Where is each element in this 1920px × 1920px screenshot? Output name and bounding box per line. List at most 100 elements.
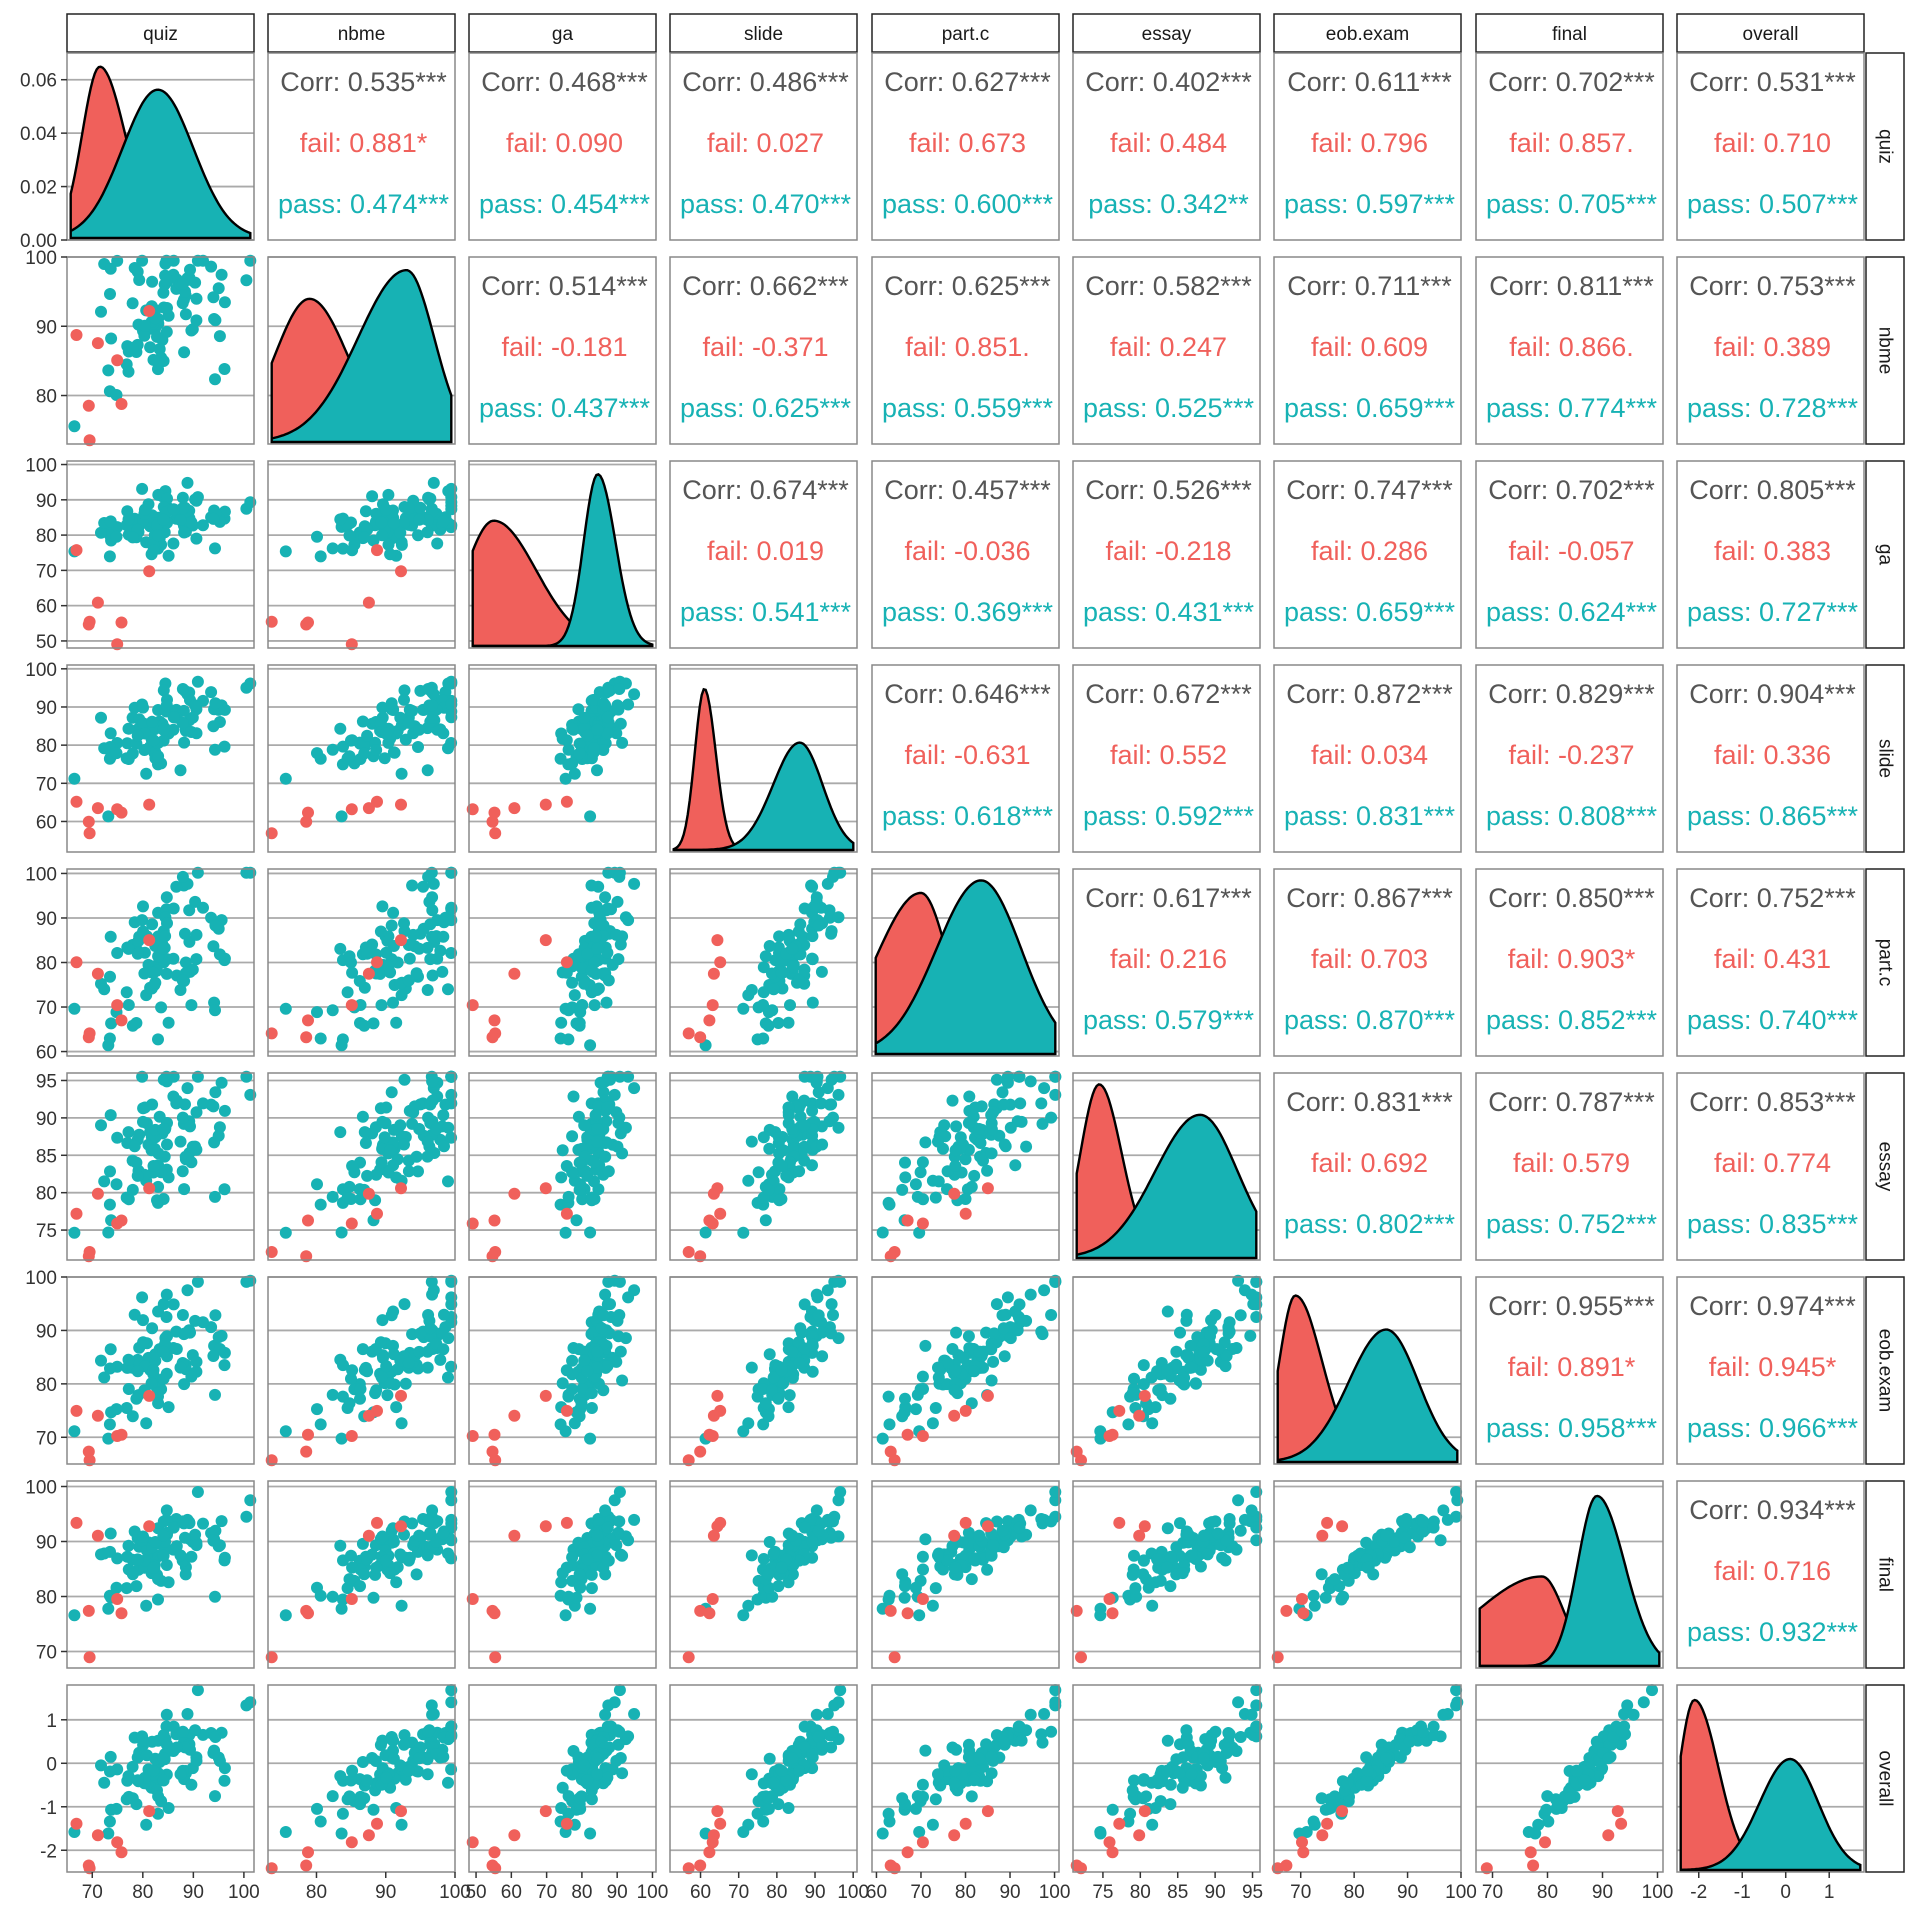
point-fail <box>714 1516 727 1529</box>
point-pass <box>932 1371 945 1384</box>
point-fail <box>486 815 499 828</box>
point-pass <box>346 734 359 747</box>
point-pass <box>146 918 159 931</box>
point-pass <box>356 1110 369 1123</box>
point-fail <box>143 1520 156 1533</box>
point-pass <box>122 722 135 735</box>
point-fail <box>508 967 521 980</box>
point-fail <box>539 798 552 811</box>
point-pass <box>181 1708 194 1720</box>
point-pass <box>1126 1784 1139 1797</box>
point-pass <box>775 966 788 979</box>
point-fail <box>1316 1529 1329 1542</box>
point-pass <box>962 1738 975 1751</box>
point-pass <box>613 1684 626 1697</box>
point-pass <box>745 984 758 996</box>
point-pass <box>1024 1075 1037 1088</box>
point-pass <box>138 744 151 756</box>
point-pass <box>965 1790 978 1803</box>
point-pass <box>806 1338 819 1350</box>
point-pass <box>763 1536 776 1548</box>
point-pass <box>170 1540 183 1553</box>
point-pass <box>810 1708 823 1721</box>
point-fail <box>703 1846 716 1859</box>
point-pass <box>176 1725 189 1738</box>
point-fail <box>302 1607 314 1620</box>
point-pass <box>987 1539 1000 1552</box>
point-pass <box>218 296 231 309</box>
point-pass <box>376 1734 389 1747</box>
corr-fail: fail: -0.631 <box>904 740 1030 770</box>
point-pass <box>759 950 772 963</box>
point-pass <box>422 491 435 504</box>
point-pass <box>601 1298 614 1311</box>
point-pass <box>395 1417 408 1430</box>
panel-border <box>669 52 858 241</box>
point-pass <box>146 275 159 288</box>
point-fail <box>1336 1805 1349 1818</box>
point-pass <box>102 364 115 377</box>
corr-fail: fail: -0.371 <box>702 332 828 362</box>
point-pass <box>987 1355 1000 1368</box>
point-fail <box>1615 1817 1628 1830</box>
point-pass <box>876 1432 889 1445</box>
point-pass <box>384 1144 397 1157</box>
row-strip <box>1865 664 1905 853</box>
point-pass <box>279 1226 292 1239</box>
point-pass <box>929 1191 942 1204</box>
point-pass <box>190 953 203 966</box>
point-pass <box>326 743 339 756</box>
x-tick-label: 80 <box>1344 1882 1365 1903</box>
point-pass <box>584 1432 597 1445</box>
panel-border <box>1475 1480 1664 1669</box>
point-fail <box>395 798 407 811</box>
column-strip <box>1475 13 1664 53</box>
corr-pass: pass: 0.454*** <box>479 189 651 219</box>
point-pass <box>556 1377 569 1390</box>
point-pass <box>334 1126 347 1139</box>
point-pass <box>628 1082 641 1095</box>
point-pass <box>1146 1417 1159 1430</box>
point-fail <box>115 1607 128 1620</box>
corr-fail: fail: 0.710 <box>1714 128 1831 158</box>
column-label: slide <box>744 24 783 45</box>
point-pass <box>611 895 624 908</box>
point-pass <box>149 1536 162 1548</box>
point-pass <box>133 274 146 286</box>
x-tick-label: 70 <box>82 1882 103 1903</box>
point-pass <box>137 701 149 714</box>
point-pass <box>1024 1504 1037 1517</box>
point-pass <box>1164 1580 1177 1593</box>
point-fail <box>981 1520 994 1533</box>
panel-border <box>871 256 1060 445</box>
corr-pass: pass: 0.865*** <box>1687 801 1859 831</box>
point-pass <box>218 1183 231 1196</box>
point-pass <box>209 919 222 932</box>
point-pass <box>954 1131 967 1144</box>
point-pass <box>387 746 400 759</box>
point-fail <box>1316 1829 1329 1842</box>
corr-overall: Corr: 0.617*** <box>1085 883 1252 913</box>
point-pass <box>326 542 339 555</box>
point-pass <box>827 1309 839 1321</box>
point-pass <box>1001 1515 1014 1528</box>
row-header-final: final <box>1865 1480 1905 1669</box>
x-tick-label: 100 <box>228 1882 260 1903</box>
point-pass <box>422 683 435 695</box>
point-pass <box>570 1214 583 1227</box>
point-pass <box>160 1708 173 1721</box>
point-pass <box>985 1750 998 1763</box>
point-pass <box>167 1298 180 1311</box>
panel-eob.exam-overall: Corr: 0.974***fail: 0.945*pass: 0.966*** <box>1676 1276 1865 1465</box>
x-tick-label: 75 <box>1092 1882 1113 1903</box>
point-pass <box>326 1590 339 1603</box>
point-pass <box>783 1389 796 1402</box>
point-fail <box>711 934 724 947</box>
point-pass <box>170 1094 183 1107</box>
y-tick-label: 100 <box>25 248 57 269</box>
panel-border <box>468 52 657 241</box>
y-tick-label: 90 <box>36 1321 57 1342</box>
point-fail <box>1539 1836 1551 1849</box>
point-pass <box>207 940 220 953</box>
point-pass <box>207 512 220 525</box>
